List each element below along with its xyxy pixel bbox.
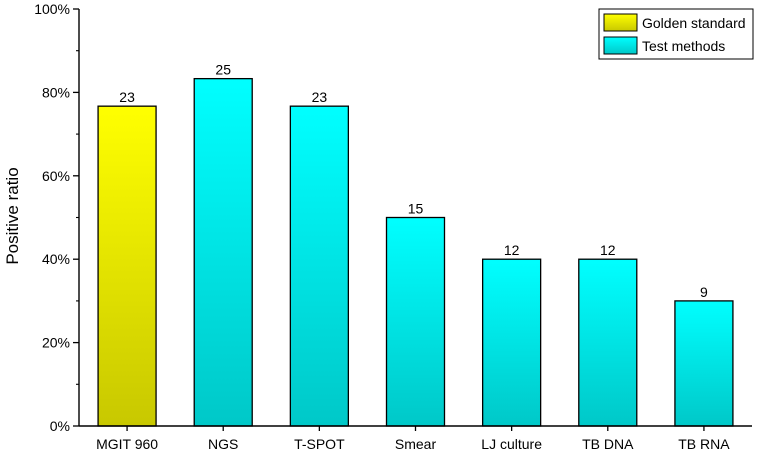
data-label-t-spot: 23 [312,89,328,105]
data-label-lj-culture: 12 [504,242,520,258]
bar-t-spot [289,105,350,427]
legend-label-test-methods: Test methods [642,38,725,54]
x-tick-label-lj-culture: LJ culture [481,436,542,452]
y-axis-title: Positive ratio [3,167,22,264]
bar-tb-dna [578,258,638,427]
data-label-ngs: 25 [215,62,231,78]
x-tick-label-smear: Smear [395,436,437,452]
y-tick-label-100: 100% [34,1,70,17]
legend-swatch-test-methods [603,36,638,55]
legend-swatch-golden-standard [603,13,638,32]
axes: MGIT 960 NGS T-SPOT Smear LJ culture TB DNA TB… [34,1,752,452]
bar-ngs [193,77,253,427]
data-label-tb-dna: 12 [600,242,616,258]
legend-label-golden-standard: Golden standard [642,15,746,31]
x-tick-label-tb-rna: TB RNA [678,436,730,452]
y-tick-label-60: 60% [42,168,70,184]
data-label-tb-rna: 9 [700,284,708,300]
bar-mgit-960 [97,105,157,427]
bar-lj-culture [481,258,542,427]
bar-tb-rna [674,300,734,427]
y-tick-label-40: 40% [42,251,70,267]
data-label-smear: 15 [408,201,424,217]
y-tick-label-0: 0% [50,418,70,434]
y-tick-label-80: 80% [42,84,70,100]
bar-smear [385,216,446,427]
x-tick-label-t-spot: T-SPOT [294,436,345,452]
legend: Golden standard Test methods [598,8,754,60]
bars: 23 25 23 15 12 12 9 [97,62,734,427]
x-tick-label-mgit-960: MGIT 960 [96,436,158,452]
x-tick-label-ngs: NGS [208,436,238,452]
x-tick-label-tb-dna: TB DNA [582,436,634,452]
y-tick-label-20: 20% [42,335,70,351]
data-label-mgit-960: 23 [119,89,135,105]
